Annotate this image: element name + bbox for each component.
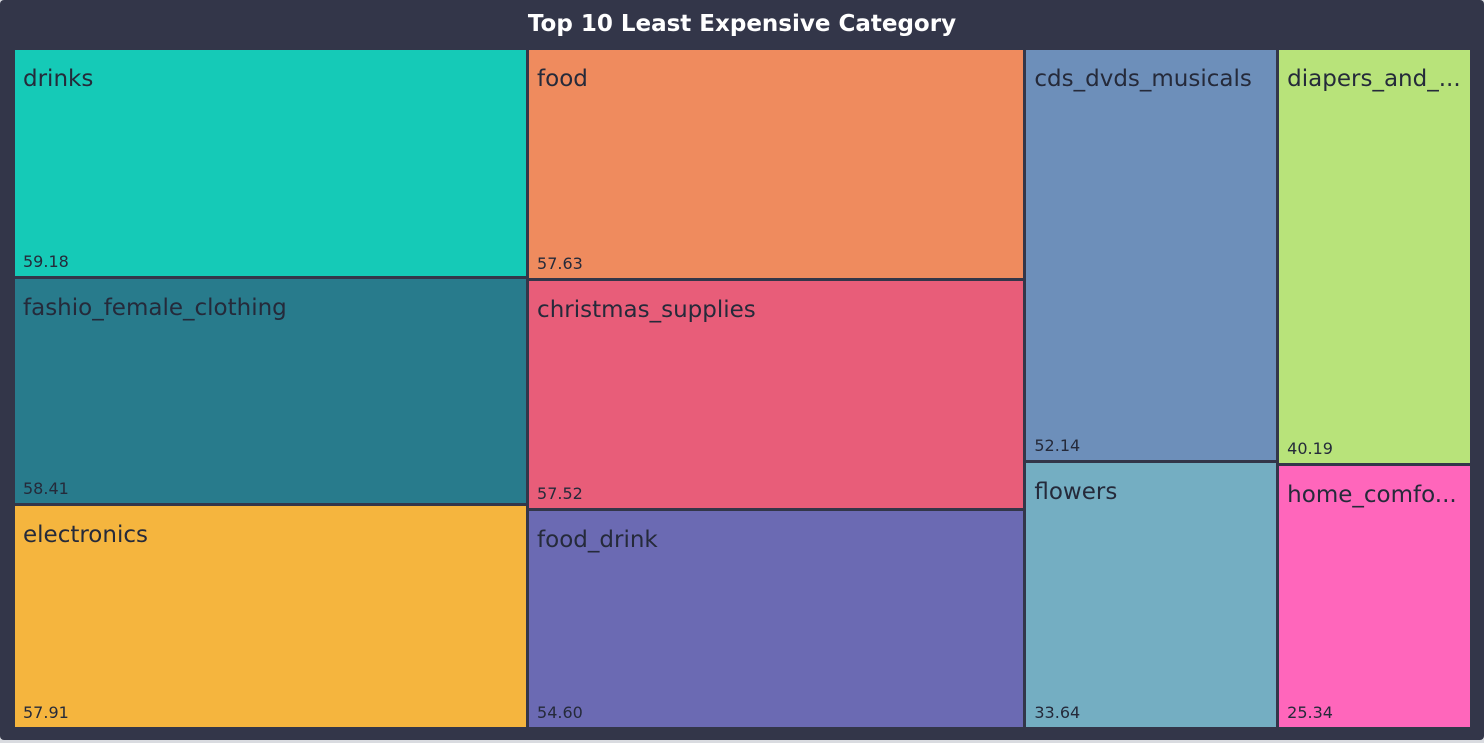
tile-value: 57.91 [23,702,69,722]
tile-value: 54.60 [537,702,583,722]
tile-label: flowers [1034,478,1118,505]
tile-value: 52.14 [1034,435,1081,455]
tile-label: food [537,66,588,92]
treemap-tile-home-comfort[interactable]: home_comfo... 25.34 [1279,466,1470,727]
tile-value: 25.34 [1287,702,1333,722]
tile-value: 40.19 [1287,439,1333,459]
tile-label: diapers_and_... [1287,66,1461,92]
tile-label: electronics [23,521,148,548]
treemap-tile-flowers[interactable]: flowers 33.64 [1026,462,1277,727]
treemap-tile-fashio-female-clothing[interactable]: fashio_female_clothing 58.41 [15,279,527,503]
treemap-tile-drinks[interactable]: drinks 59.18 [15,50,527,277]
treemap-tile-cds-dvds-musicals[interactable]: cds_dvds_musicals 52.14 [1026,50,1277,460]
tile-label: cds_dvds_musicals [1034,66,1252,92]
tile-label: christmas_supplies [537,296,756,323]
treemap-tile-christmas-supplies[interactable]: christmas_supplies 57.52 [529,280,1024,509]
treemap-tile-food-drink[interactable]: food_drink 54.60 [529,511,1024,727]
treemap-tile-food[interactable]: food 57.63 [529,50,1024,278]
treemap-tile-diapers-and-hygiene[interactable]: diapers_and_... 40.19 [1279,50,1470,464]
tile-label: home_comfo... [1287,482,1457,509]
tile-label: fashio_female_clothing [23,295,287,322]
tile-value: 58.41 [23,478,69,498]
tile-label: food_drink [537,527,658,554]
tile-label: drinks [23,66,94,92]
tile-value: 57.52 [537,484,583,504]
tile-value: 59.18 [23,252,69,272]
tile-value: 57.63 [537,253,583,273]
chart-title: Top 10 Least Expensive Category [527,11,957,37]
treemap-tile-electronics[interactable]: electronics 57.91 [15,505,527,727]
tile-value: 33.64 [1034,702,1081,722]
